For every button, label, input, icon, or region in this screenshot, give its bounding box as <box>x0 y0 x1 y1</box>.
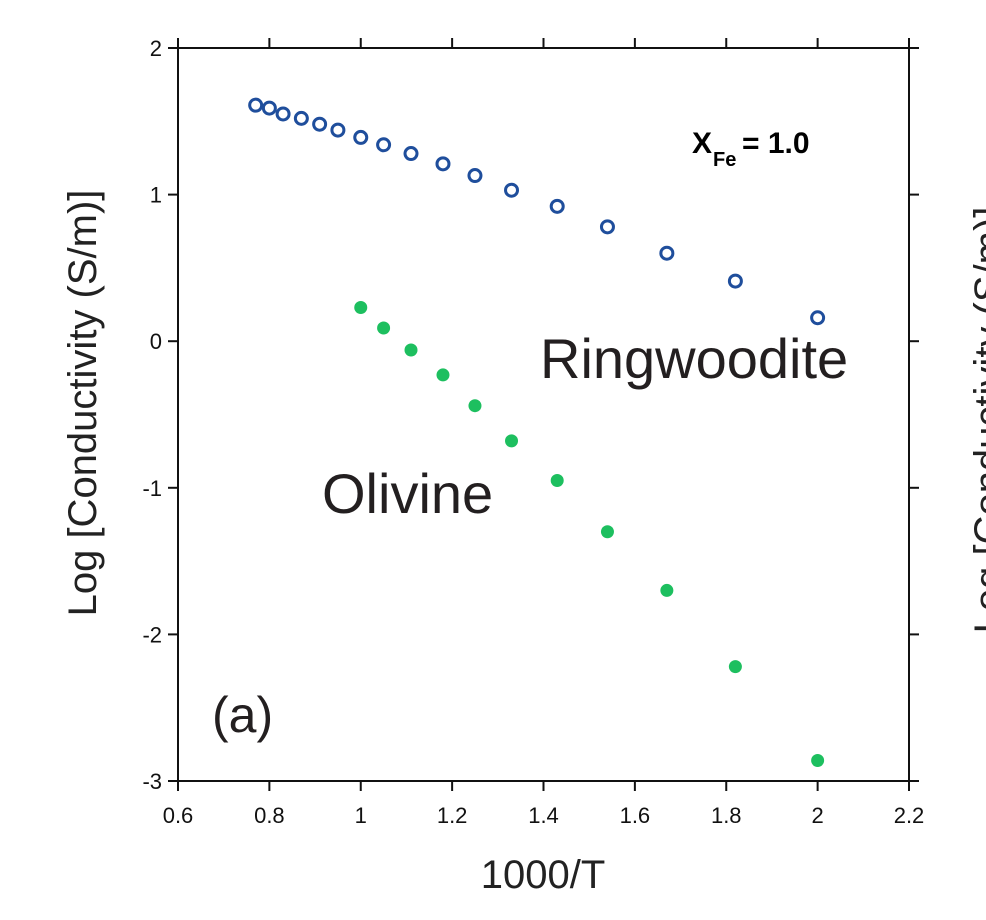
data-points <box>248 97 826 767</box>
adjacent-panel-y-axis-title: Log [Conductivity (S/m)] <box>967 207 986 634</box>
x-tick-label: 1.2 <box>437 803 468 828</box>
y-tick-label: 0 <box>150 329 162 354</box>
x-tick-label: 1.8 <box>711 803 742 828</box>
ringwoodite-point <box>467 168 483 184</box>
olivine-label: Olivine <box>322 462 493 525</box>
xfe-value: = 1.0 <box>742 127 810 160</box>
olivine-point <box>377 321 391 335</box>
olivine-point <box>600 525 614 539</box>
ringwoodite-point <box>261 100 277 116</box>
xfe-main: X <box>692 127 712 160</box>
x-tick-label: 1.4 <box>528 803 559 828</box>
ringwoodite-point <box>727 273 743 289</box>
x-tick-label: 2.2 <box>894 803 925 828</box>
olivine-point <box>550 473 564 487</box>
ringwoodite-point <box>810 310 826 326</box>
ringwoodite-point <box>504 182 520 198</box>
ringwoodite-label: Ringwoodite <box>540 327 848 390</box>
ringwoodite-point <box>275 106 291 122</box>
x-tick-label: 2 <box>812 803 824 828</box>
y-tick-label: -2 <box>142 622 162 647</box>
x-tick-label: 1.6 <box>620 803 651 828</box>
olivine-point <box>468 399 482 413</box>
ringwoodite-point <box>549 198 565 214</box>
ringwoodite-point <box>599 219 615 235</box>
ringwoodite-point <box>312 116 328 132</box>
olivine-series <box>354 300 825 767</box>
ringwoodite-series <box>248 97 826 326</box>
y-tick-label: 1 <box>150 183 162 208</box>
tick-labels: 0.6 0.8 1 1.2 1.4 1.6 1.8 2 2.2 -3 -2 -1 0 1 2 <box>142 36 924 828</box>
x-axis-title: 1000/T <box>481 853 606 897</box>
olivine-point <box>505 434 519 448</box>
olivine-point <box>354 300 368 314</box>
x-tick-label: 0.8 <box>254 803 285 828</box>
y-tick-label: -3 <box>142 769 162 794</box>
olivine-point <box>404 343 418 357</box>
y-tick-label: 2 <box>150 36 162 61</box>
ringwoodite-point <box>403 146 419 162</box>
xfe-annotation: X Fe = 1.0 <box>692 127 810 171</box>
olivine-point <box>436 368 450 382</box>
olivine-point <box>660 583 674 597</box>
ringwoodite-point <box>248 97 264 113</box>
ringwoodite-point <box>330 122 346 138</box>
ringwoodite-point <box>376 137 392 153</box>
y-axis-title: Log [Conductivity (S/m)] <box>61 190 105 617</box>
ringwoodite-point <box>659 245 675 261</box>
axis-ticks <box>168 38 919 791</box>
olivine-point <box>728 660 742 674</box>
y-tick-label: -1 <box>142 476 162 501</box>
xfe-subscript: Fe <box>713 149 736 171</box>
x-tick-label: 0.6 <box>163 803 194 828</box>
x-tick-label: 1 <box>355 803 367 828</box>
olivine-point <box>811 753 825 767</box>
ringwoodite-point <box>353 129 369 145</box>
ringwoodite-point <box>293 110 309 126</box>
panel-label: (a) <box>212 687 273 743</box>
ringwoodite-point <box>435 156 451 172</box>
